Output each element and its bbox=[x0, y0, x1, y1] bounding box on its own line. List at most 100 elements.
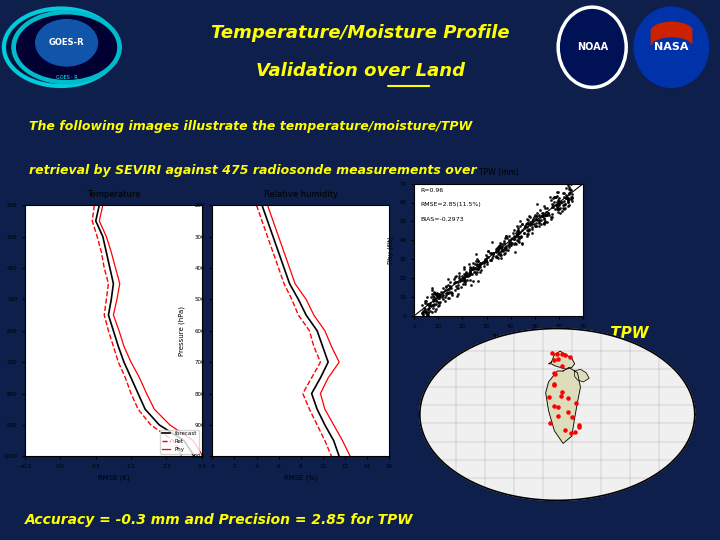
Point bbox=[444, 284, 455, 293]
X-axis label: True: True bbox=[491, 334, 506, 340]
Point bbox=[450, 282, 462, 291]
Point bbox=[480, 257, 491, 266]
Point bbox=[514, 228, 526, 237]
Point bbox=[479, 254, 490, 263]
Point bbox=[419, 296, 431, 305]
Ellipse shape bbox=[17, 15, 117, 79]
Text: land for August 2006: land for August 2006 bbox=[29, 207, 178, 220]
Point bbox=[416, 300, 428, 309]
Point bbox=[562, 195, 574, 204]
Point bbox=[495, 241, 506, 249]
Point bbox=[556, 198, 567, 206]
Point bbox=[505, 238, 516, 247]
Point bbox=[464, 266, 476, 275]
Point bbox=[567, 193, 578, 202]
Point bbox=[473, 276, 485, 285]
Point bbox=[421, 311, 433, 320]
Point bbox=[433, 293, 445, 301]
Point bbox=[467, 258, 479, 267]
Point bbox=[512, 227, 523, 235]
Point bbox=[546, 212, 557, 221]
Point bbox=[496, 243, 508, 252]
Point bbox=[472, 256, 484, 265]
Point bbox=[446, 291, 457, 300]
Point bbox=[531, 221, 542, 230]
Point bbox=[495, 251, 507, 259]
Point bbox=[467, 277, 479, 286]
Point bbox=[511, 231, 523, 239]
Point bbox=[566, 185, 577, 194]
Point bbox=[552, 196, 564, 205]
Point bbox=[439, 293, 451, 301]
Point bbox=[495, 241, 506, 250]
Point bbox=[541, 211, 553, 220]
Text: Validation over Land: Validation over Land bbox=[256, 62, 464, 80]
Point bbox=[503, 242, 515, 251]
Y-axis label: Pressure (hPa): Pressure (hPa) bbox=[179, 306, 185, 356]
Point bbox=[442, 294, 454, 302]
Point bbox=[530, 214, 541, 223]
Circle shape bbox=[29, 20, 94, 67]
Point bbox=[431, 289, 442, 298]
Point bbox=[543, 210, 554, 219]
Point bbox=[521, 222, 533, 231]
Text: GOES · R: GOES · R bbox=[55, 75, 78, 80]
Point bbox=[423, 310, 434, 319]
Point bbox=[496, 246, 508, 254]
Point bbox=[510, 228, 522, 237]
Y-axis label: Phy (fit): Phy (fit) bbox=[387, 236, 394, 264]
Point bbox=[455, 276, 467, 285]
Point bbox=[444, 294, 455, 302]
Point bbox=[454, 276, 465, 285]
Title: Temperature: Temperature bbox=[86, 190, 140, 199]
Point bbox=[474, 259, 486, 268]
Point bbox=[510, 230, 522, 239]
Point bbox=[514, 221, 526, 230]
Point bbox=[534, 211, 545, 220]
Point bbox=[512, 229, 523, 238]
Point bbox=[426, 286, 438, 294]
Point bbox=[498, 244, 510, 253]
Point bbox=[424, 307, 436, 315]
Point bbox=[518, 224, 529, 233]
Point bbox=[536, 212, 547, 220]
Point bbox=[485, 248, 497, 257]
Point bbox=[555, 198, 567, 206]
Point bbox=[428, 293, 440, 301]
Point bbox=[530, 219, 541, 228]
Point bbox=[462, 271, 473, 279]
Point bbox=[499, 234, 510, 242]
Point bbox=[459, 277, 470, 286]
Point bbox=[445, 288, 456, 297]
Point bbox=[552, 187, 563, 196]
Point bbox=[472, 263, 484, 272]
Point bbox=[537, 212, 549, 221]
Point bbox=[559, 204, 570, 213]
Text: RMSE=2.85(11.5%): RMSE=2.85(11.5%) bbox=[420, 202, 482, 207]
Point bbox=[539, 214, 550, 222]
Point bbox=[472, 260, 484, 269]
Point bbox=[422, 300, 433, 308]
Point bbox=[507, 234, 518, 242]
Point bbox=[420, 309, 432, 318]
Point bbox=[442, 275, 454, 284]
Point bbox=[495, 253, 507, 262]
Point bbox=[559, 426, 571, 434]
Point bbox=[566, 190, 577, 198]
Point bbox=[446, 284, 457, 292]
Point bbox=[508, 240, 520, 248]
Point bbox=[531, 212, 543, 220]
Point bbox=[417, 311, 428, 320]
Point bbox=[552, 201, 563, 210]
Point bbox=[559, 200, 570, 208]
Text: Temperature/Moisture Profile: Temperature/Moisture Profile bbox=[211, 24, 509, 42]
Point bbox=[526, 225, 538, 233]
Point bbox=[521, 232, 533, 241]
Point bbox=[429, 290, 441, 299]
Point bbox=[540, 217, 552, 225]
Point bbox=[440, 283, 451, 292]
Point bbox=[433, 291, 445, 300]
Point bbox=[557, 201, 569, 210]
Point bbox=[563, 189, 575, 198]
Point bbox=[449, 272, 461, 281]
